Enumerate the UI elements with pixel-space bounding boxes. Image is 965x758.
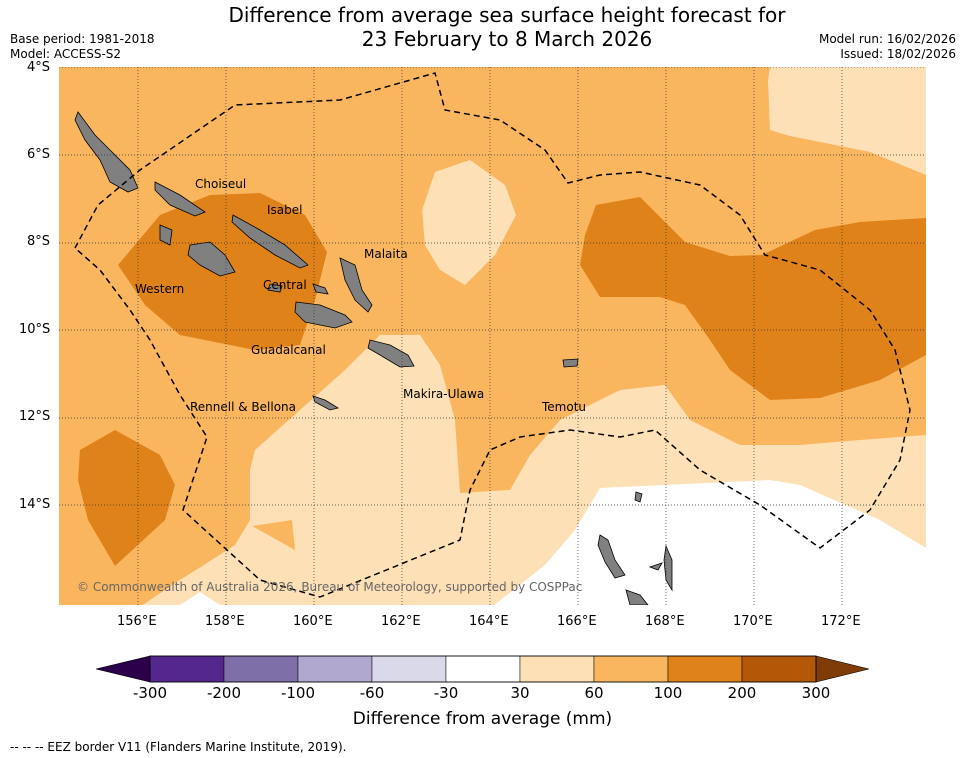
colorbar-over-arrow	[815, 655, 870, 683]
place-label: Malaita	[364, 247, 408, 261]
island-choiseul-area	[74, 111, 139, 193]
map-title: Difference from average sea surface heig…	[0, 3, 965, 51]
place-label: Makira-Ulawa	[403, 387, 485, 401]
colorbar-bin	[593, 655, 669, 683]
colorbar-under-arrow	[95, 655, 151, 683]
island-isabel	[231, 214, 309, 269]
colorbar-tick: 200	[727, 684, 757, 702]
colorbar-bin	[149, 655, 225, 683]
island-malaita	[339, 257, 373, 313]
contour-100-200-east	[580, 197, 926, 400]
colorbar-bin	[519, 655, 595, 683]
copyright-notice: © Commonwealth of Australia 2026, Bureau…	[77, 580, 583, 594]
island-western-small	[159, 224, 173, 246]
place-label: Choiseul	[195, 177, 247, 191]
place-label: Guadalcanal	[251, 343, 326, 357]
lat-tick: 10°S	[19, 322, 51, 337]
colorbar-bin	[741, 655, 817, 683]
lat-tick: 6°S	[27, 147, 51, 162]
colorbar-bin	[297, 655, 373, 683]
colorbar	[95, 655, 870, 683]
colorbar-bin	[223, 655, 299, 683]
colorbar-tick: -300	[132, 684, 168, 702]
lon-tick: 160°E	[293, 614, 333, 629]
place-label: Isabel	[267, 203, 303, 217]
island-new-georgia	[187, 241, 236, 277]
place-label: Western	[135, 282, 185, 296]
island-vanuatu-espiritu	[597, 534, 626, 579]
eez-border	[74, 72, 911, 598]
place-label: Central	[263, 278, 307, 292]
contour-minus30-30-south	[494, 480, 926, 605]
issued-date: Issued: 18/02/2026	[840, 47, 956, 61]
lon-tick: 166°E	[557, 614, 597, 629]
map-canvas	[59, 67, 926, 605]
colorbar-tick: 100	[653, 684, 683, 702]
colorbar-tick: 300	[801, 684, 831, 702]
island-vanuatu-malekula	[625, 589, 649, 605]
colorbar-bin	[667, 655, 743, 683]
model-run: Model run: 16/02/2026	[818, 32, 956, 46]
colorbar-bin	[371, 655, 447, 683]
islands	[74, 111, 673, 605]
contour-30-60-northeast	[768, 67, 926, 175]
model-name: Model: ACCESS-S2	[10, 47, 122, 61]
lon-tick: 168°E	[645, 614, 685, 629]
lat-tick: 4°S	[27, 60, 51, 75]
colorbar-tick: -30	[433, 684, 459, 702]
lat-tick: 12°S	[19, 409, 51, 424]
island-vanuatu-small	[648, 562, 663, 571]
contour-60-100-patch	[252, 520, 295, 550]
island-choiseul	[154, 181, 206, 217]
place-label: Temotu	[542, 400, 587, 414]
lon-tick: 172°E	[821, 614, 861, 629]
colorbar-tick: 30	[510, 684, 530, 702]
island-torres	[634, 491, 643, 503]
title-line-1: Difference from average sea surface heig…	[228, 3, 786, 27]
island-florida	[312, 283, 329, 295]
contour-minus30-30-southwest	[179, 592, 221, 605]
lon-tick: 156°E	[117, 614, 157, 629]
eez-legend-footer: -- -- -- EEZ border V11 (Flanders Marine…	[10, 740, 347, 754]
colorbar-label: Difference from average (mm)	[352, 709, 613, 729]
lat-tick: 14°S	[19, 497, 51, 512]
lon-tick: 164°E	[469, 614, 509, 629]
lon-tick: 158°E	[205, 614, 245, 629]
colorbar-bin	[445, 655, 521, 683]
colorbar-tick: -200	[206, 684, 242, 702]
island-rennell	[312, 395, 340, 411]
lon-tick: 162°E	[381, 614, 421, 629]
colorbar-tick: 60	[584, 684, 604, 702]
island-central	[267, 283, 283, 293]
gridlines	[59, 67, 926, 605]
island-temotu	[562, 358, 579, 368]
title-line-2: 23 February to 8 March 2026	[361, 27, 653, 51]
contour-100-200-southwest	[78, 430, 175, 566]
colorbar-tick: -60	[359, 684, 385, 702]
base-period: Base period: 1981-2018	[10, 32, 155, 46]
island-makira	[367, 339, 415, 368]
island-guadalcanal	[294, 301, 353, 329]
lat-tick: 8°S	[27, 234, 51, 249]
colorbar-tick: -100	[280, 684, 316, 702]
contour-30-60-central	[422, 160, 516, 285]
place-label: Rennell & Bellona	[190, 400, 297, 414]
lon-tick: 170°E	[733, 614, 773, 629]
